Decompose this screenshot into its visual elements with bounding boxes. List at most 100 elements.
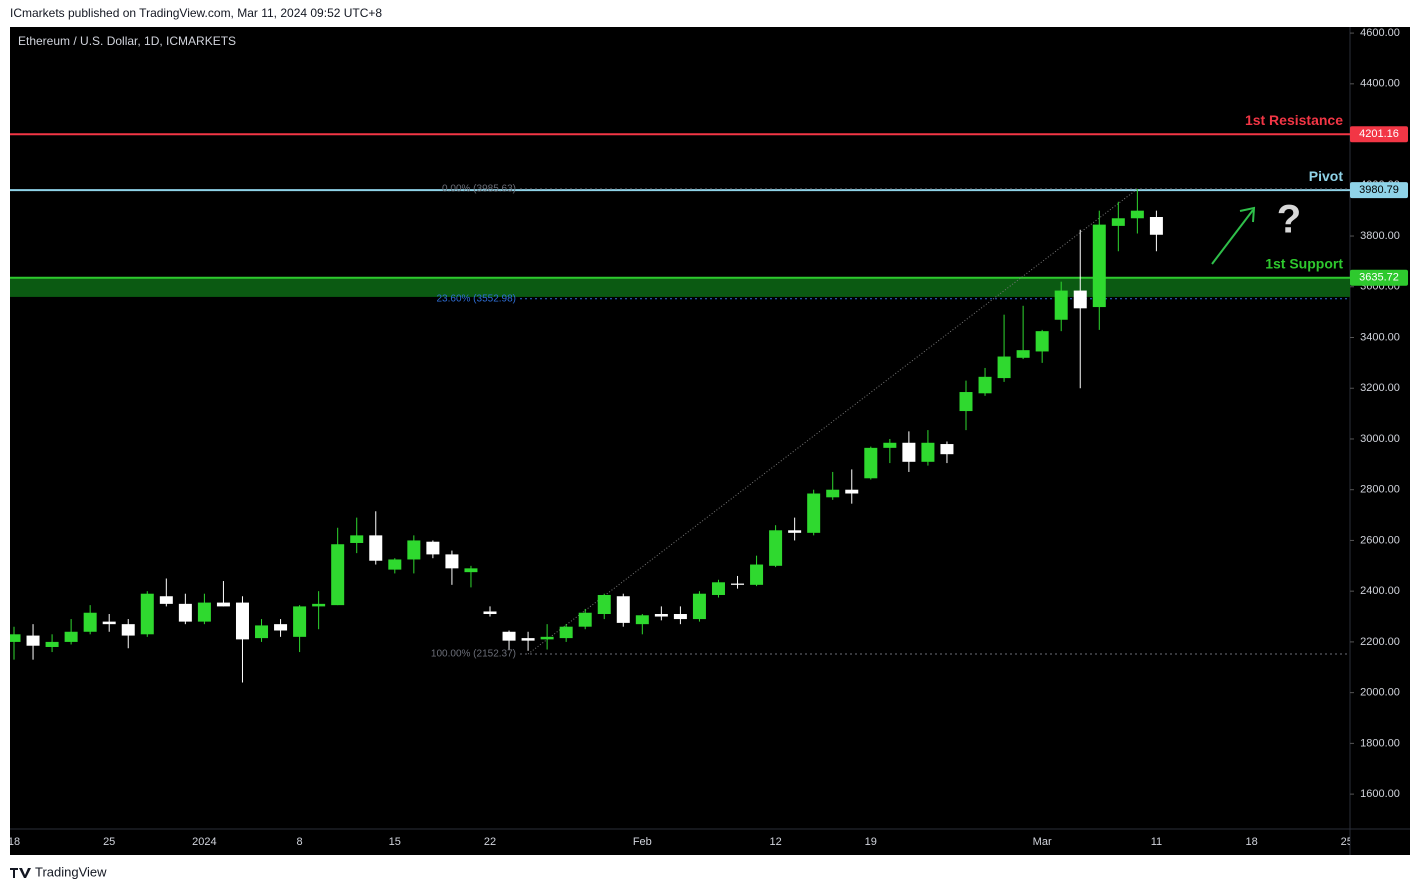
candle-body: [807, 493, 821, 533]
candle-body: [102, 621, 116, 625]
candle-body: [312, 603, 326, 607]
level-name: Pivot: [1309, 168, 1344, 184]
y-tick-label: 3000.00: [1360, 433, 1400, 445]
arrow-head: [1239, 206, 1256, 223]
y-tick-label: 1600.00: [1360, 788, 1400, 800]
candle-body: [788, 530, 802, 533]
arrow-line: [1211, 209, 1254, 265]
x-tick-label: 25: [1341, 836, 1353, 848]
candle-body: [654, 614, 668, 617]
question-annotation: ?: [1277, 198, 1301, 242]
candle-body: [255, 625, 269, 639]
candle-body: [864, 447, 878, 479]
level-price-box: [1350, 269, 1408, 286]
plot-area: [10, 133, 1350, 683]
footer: TradingView: [35, 864, 107, 879]
candle-body: [959, 392, 973, 412]
candle-body: [921, 442, 935, 462]
y-tick-label: 3400.00: [1360, 331, 1400, 343]
candle-body: [1016, 350, 1030, 358]
y-tick-label: 4400.00: [1360, 78, 1400, 90]
candle-body: [502, 631, 516, 641]
candle-body: [635, 615, 649, 625]
y-tick-label: 1800.00: [1360, 737, 1400, 749]
x-tick-label: 19: [865, 836, 877, 848]
logo-icon: [10, 868, 31, 878]
candle-body: [1111, 218, 1125, 226]
x-tick-label: Mar: [1033, 836, 1052, 848]
candle-body: [26, 635, 40, 646]
candle-body: [1054, 290, 1068, 320]
candle-body: [10, 634, 21, 642]
candle-body: [426, 541, 440, 555]
candle-body: [750, 564, 764, 585]
candle-body: [464, 568, 478, 573]
y-tick-label: 2600.00: [1360, 534, 1400, 546]
candle-body: [1073, 290, 1087, 309]
x-tick-label: 12: [769, 836, 781, 848]
candle-body: [540, 636, 554, 640]
x-tick-label: Feb: [633, 836, 652, 848]
candle-body: [731, 583, 745, 585]
x-tick-label: 15: [389, 836, 401, 848]
candle-body: [331, 544, 345, 606]
candle-body: [121, 624, 135, 636]
y-tick-label: 2800.00: [1360, 484, 1400, 496]
candle-body: [616, 596, 630, 623]
level-name: 1st Resistance: [1245, 112, 1343, 128]
level-price-label: 3980.79: [1359, 184, 1399, 196]
candle-body: [83, 612, 97, 632]
candle-body: [64, 631, 78, 642]
candle-body: [216, 602, 230, 607]
candle-body: [692, 593, 706, 620]
y-tick-label: 3800.00: [1360, 230, 1400, 242]
candle-body: [902, 442, 916, 462]
y-tick-label: 2200.00: [1360, 636, 1400, 648]
candle-body: [445, 554, 459, 569]
candle-body: [1035, 331, 1049, 352]
candle-body: [826, 489, 840, 498]
candle-body: [883, 442, 897, 448]
candle-body: [1092, 224, 1106, 308]
level-name: 1st Support: [1265, 255, 1343, 271]
candle-body: [407, 540, 421, 560]
x-tick-label: 25: [103, 836, 115, 848]
y-tick-label: 2000.00: [1360, 687, 1400, 699]
level-price-box: [1350, 182, 1408, 199]
trend-arrow: [1211, 206, 1256, 265]
x-tick-label: 11: [1151, 836, 1162, 848]
x-tick-label: 8: [297, 836, 303, 848]
candle-body: [45, 641, 59, 647]
candle-body: [178, 603, 192, 622]
y-tick-label: 4600.00: [1360, 27, 1400, 39]
candle-body: [997, 356, 1011, 379]
candle-body: [521, 638, 535, 641]
level-price-box: [1350, 126, 1408, 143]
chart-background: [10, 27, 1410, 855]
candle-body: [483, 611, 497, 615]
candle-body: [159, 596, 173, 604]
x-tick-label: 2024: [192, 836, 216, 848]
x-tick-label: 18: [1245, 836, 1257, 848]
candle-body: [597, 594, 611, 615]
candle-body: [350, 535, 364, 543]
fib-label: 0.00% (3985.63): [442, 184, 516, 195]
support-zone: [10, 277, 1350, 297]
candle-body: [274, 624, 288, 631]
fib-label: 100.00% (2152.37): [431, 649, 516, 660]
candle-body: [711, 582, 725, 595]
candle-body: [940, 444, 954, 455]
candle-body: [197, 602, 211, 622]
level-price-label: 3635.72: [1359, 272, 1399, 284]
candle-body: [140, 593, 154, 635]
level-price-label: 4201.16: [1359, 128, 1399, 140]
candle-body: [1130, 210, 1144, 219]
candle-body: [369, 535, 383, 561]
header: ICmarkets published on TradingView.com, …: [10, 6, 382, 20]
candle-body: [1149, 217, 1163, 235]
y-tick-label: 3200.00: [1360, 382, 1400, 394]
candle-body: [293, 606, 307, 637]
x-tick-label: 18: [8, 836, 20, 848]
